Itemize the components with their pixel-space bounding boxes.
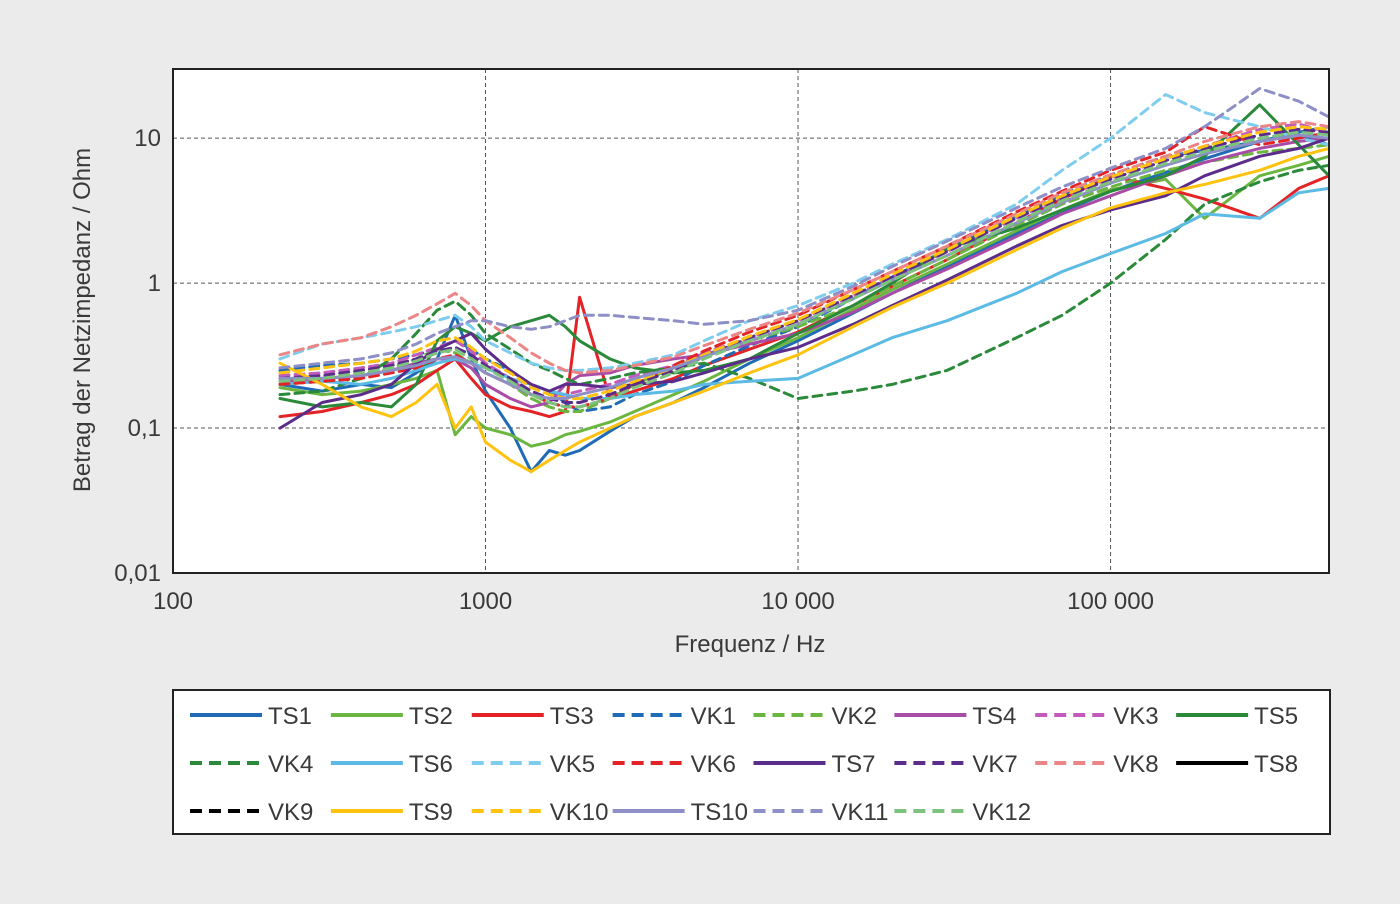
series-line-ts5 — [278, 103, 1329, 409]
legend-item-vk8: VK8 — [1035, 751, 1159, 778]
legend-item-vk4: VK4 — [190, 751, 313, 778]
legend-item-vk5: VK5 — [471, 751, 595, 778]
legend-label: VK10 — [550, 799, 609, 826]
y-axis-label: Betrag der Netzimpedanz / Ohm — [69, 148, 96, 492]
series-line-vk3 — [278, 122, 1329, 400]
series-line-vk8 — [278, 120, 1329, 375]
x-tick-label: 10 000 — [761, 588, 834, 615]
y-tick-label: 1 — [148, 270, 161, 297]
series-line-ts10 — [278, 133, 1329, 400]
series-line-vk7 — [278, 127, 1329, 404]
legend-item-ts3: TS3 — [471, 703, 594, 730]
legend-label: TS9 — [409, 799, 453, 826]
legend-label: TS7 — [832, 751, 876, 778]
legend-label: VK6 — [691, 751, 736, 778]
series-line-ts9 — [278, 146, 1329, 474]
legend-item-vk11: VK11 — [753, 799, 889, 826]
legend-label: VK9 — [268, 799, 313, 826]
legend-item-ts5: TS5 — [1176, 703, 1298, 730]
legend-label: VK11 — [832, 799, 889, 826]
legend-label: TS5 — [1254, 703, 1298, 730]
legend-item-vk2: VK2 — [753, 703, 877, 730]
legend-label: TS2 — [409, 703, 453, 730]
plot-frame — [172, 68, 1330, 574]
legend-label: TS1 — [268, 703, 312, 730]
legend-item-ts4: TS4 — [894, 703, 1016, 730]
series-line-vk5 — [278, 93, 1329, 372]
legend-item-vk1: VK1 — [612, 703, 736, 730]
series-line-vk4 — [278, 163, 1329, 400]
legend-label: TS4 — [972, 703, 1016, 730]
legend-label: TS8 — [1254, 751, 1298, 778]
legend-item-vk3: VK3 — [1035, 703, 1159, 730]
legend-label: VK8 — [1113, 751, 1158, 778]
y-tick-label: 0,1 — [128, 415, 161, 442]
series-lines — [278, 87, 1329, 474]
legend-label: TS3 — [550, 703, 594, 730]
x-axis-label: Frequenz / Hz — [675, 631, 826, 658]
tick-labels: 100 1000 10 000 100 000 0,01 0,1 1 10 — [114, 125, 1154, 615]
legend-item-ts1: TS1 — [190, 703, 312, 730]
legend-label: VK4 — [268, 751, 313, 778]
legend-item-ts6: TS6 — [330, 751, 453, 778]
series-line-ts6 — [278, 186, 1329, 400]
legend-item-ts7: TS7 — [753, 751, 876, 778]
legend-label: VK3 — [1113, 703, 1158, 730]
legend-item-ts2: TS2 — [330, 703, 453, 730]
legend-label: TS10 — [691, 799, 748, 826]
series-line-vk11 — [278, 87, 1329, 370]
grid — [173, 69, 1329, 573]
legend-item-vk9: VK9 — [190, 799, 313, 826]
legend: TS1 TS2 TS3 VK1 VK2 TS4 VK3 TS5 VK4 TS6 VK5 VK6 TS7 V… — [172, 689, 1331, 835]
legend-item-vk10: VK10 — [471, 799, 609, 826]
x-tick-label: 100 — [153, 588, 193, 615]
x-tick-label: 1000 — [459, 588, 512, 615]
legend-item-ts10: TS10 — [612, 799, 748, 826]
legend-label: VK2 — [832, 703, 877, 730]
legend-item-vk12: VK12 — [894, 799, 1031, 826]
y-tick-label: 0,01 — [114, 560, 161, 587]
legend-label: TS6 — [409, 751, 453, 778]
legend-item-ts8: TS8 — [1176, 751, 1298, 778]
legend-label: VK12 — [972, 799, 1031, 826]
legend-item-vk6: VK6 — [612, 751, 736, 778]
legend-label: VK5 — [550, 751, 595, 778]
legend-item-vk7: VK7 — [894, 751, 1018, 778]
series-line-vk10 — [278, 125, 1329, 400]
legend-label: VK1 — [691, 703, 736, 730]
x-tick-label: 100 000 — [1067, 588, 1154, 615]
legend-item-ts9: TS9 — [330, 799, 453, 826]
series-line-vk12 — [278, 130, 1329, 409]
y-tick-label: 10 — [134, 125, 161, 152]
legend-label: VK7 — [972, 751, 1017, 778]
